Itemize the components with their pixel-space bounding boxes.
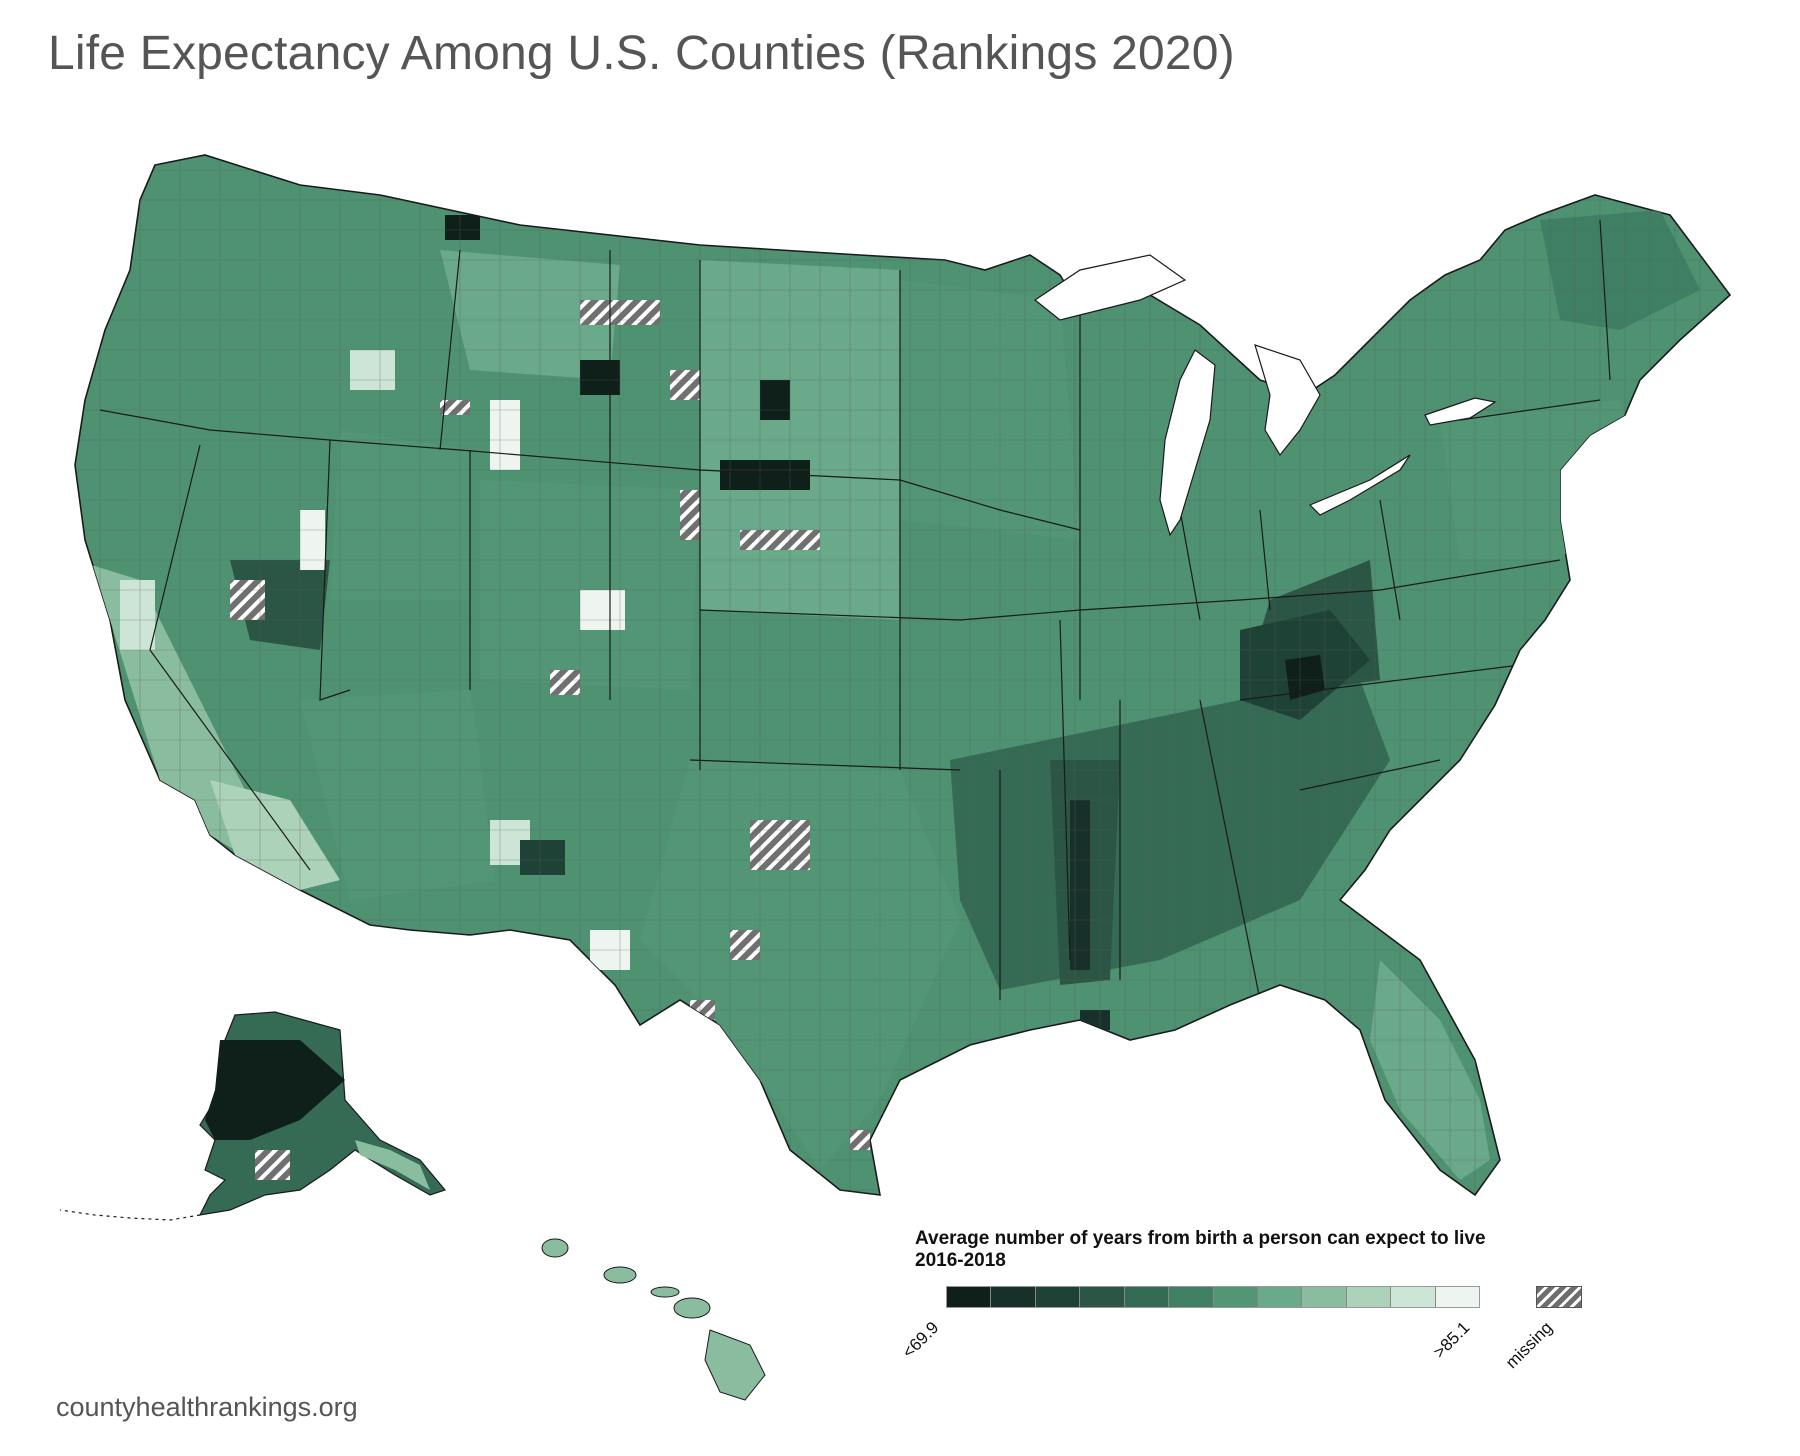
source-url: countyhealthrankings.org [56, 1392, 358, 1422]
state-borders [99, 219, 1611, 1001]
legend-swatch-7 [1213, 1287, 1258, 1307]
legend-title: Average number of years from birth a per… [915, 1228, 1486, 1272]
lake-huron [1254, 344, 1321, 457]
hawaii-molokai [650, 1286, 680, 1298]
legend-swatch-9 [1302, 1287, 1347, 1307]
alaska-south-light [355, 1140, 430, 1190]
hawaii-kauai [541, 1238, 569, 1258]
legend-swatch-11 [1391, 1287, 1436, 1307]
legend-swatch-1 [947, 1287, 992, 1307]
aleutian-islands [59, 1209, 201, 1221]
legend-title-line2: 2016-2018 [915, 1250, 1006, 1271]
southwest [300, 690, 690, 930]
appalachia-darkest [1240, 610, 1370, 720]
lake-michigan [1159, 349, 1216, 537]
legend-swatch-8 [1257, 1287, 1303, 1307]
legend-swatch-2 [991, 1287, 1036, 1307]
hawaii [541, 1238, 766, 1401]
hawaii-big-island [704, 1329, 766, 1401]
lake-erie [1308, 454, 1411, 516]
light-spots [120, 350, 630, 970]
mountain-west [230, 250, 700, 690]
map-title: Life Expectancy Among U.S. Counties (Ran… [48, 27, 1235, 80]
legend-swatch-12 [1435, 1287, 1480, 1307]
legend-color-scale [946, 1286, 1480, 1308]
alaska-west-dark [205, 1040, 345, 1140]
legend-swatch-10 [1346, 1287, 1392, 1307]
legend-swatch-6 [1169, 1287, 1214, 1307]
hawaii-oahu [603, 1266, 637, 1284]
legend-missing-swatch [1536, 1286, 1582, 1308]
alaska [59, 1011, 447, 1221]
lake-superior [1033, 254, 1187, 321]
legend-swatch-4 [1080, 1287, 1125, 1307]
legend-swatch-3 [1035, 1287, 1081, 1307]
alaska-missing [255, 1150, 290, 1180]
legend-title-line1: Average number of years from birth a per… [915, 1228, 1486, 1249]
great-lakes [1033, 254, 1497, 537]
legend-swatch-5 [1124, 1287, 1170, 1307]
lake-ontario [1424, 397, 1497, 426]
hawaii-maui [673, 1297, 711, 1319]
